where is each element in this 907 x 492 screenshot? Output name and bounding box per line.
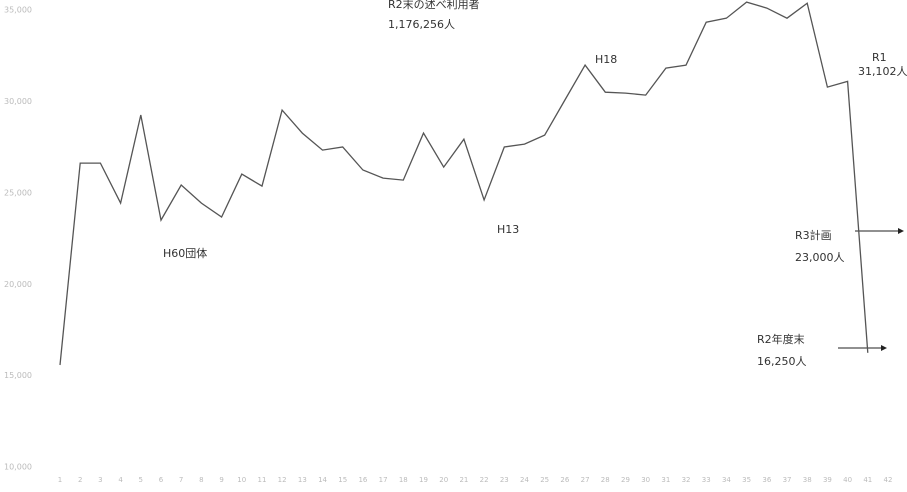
x-tick-label: 14	[318, 476, 327, 484]
x-tick-label: 24	[520, 476, 529, 484]
annotation: 23,000人	[795, 251, 845, 264]
x-tick-label: 40	[843, 476, 852, 484]
annotation: R1	[872, 51, 887, 64]
x-tick-label: 10	[237, 476, 246, 484]
x-tick-label: 28	[601, 476, 610, 484]
x-tick-label: 22	[480, 476, 489, 484]
annotation: H13	[497, 223, 519, 236]
x-tick-label: 13	[298, 476, 307, 484]
x-tick-label: 3	[98, 476, 102, 484]
annotation: R2年度末	[757, 332, 805, 346]
y-tick-label: 10,000	[4, 463, 32, 472]
annotation: 31,102人	[858, 65, 907, 78]
x-tick-label: 30	[641, 476, 650, 484]
x-tick-label: 35	[742, 476, 751, 484]
x-tick-label: 26	[560, 476, 569, 484]
line	[59, 1, 869, 366]
x-tick-label: 39	[823, 476, 832, 484]
annotation: R3計画	[795, 228, 832, 242]
x-tick-label: 5	[139, 476, 143, 484]
x-tick-label: 11	[257, 476, 266, 484]
y-tick-label: 20,000	[4, 280, 32, 289]
x-tick-label: 31	[661, 476, 670, 484]
y-tick-label: 30,000	[4, 97, 32, 106]
x-tick-label: 12	[278, 476, 287, 484]
x-tick-label: 9	[219, 476, 223, 484]
x-tick-label: 8	[199, 476, 203, 484]
annotation: 16,250人	[757, 355, 807, 368]
x-tick-label: 36	[762, 476, 771, 484]
y-tick-label: 35,000	[4, 6, 32, 15]
x-tick-label: 33	[702, 476, 711, 484]
x-tick-label: 1	[58, 476, 62, 484]
x-tick-label: 29	[621, 476, 630, 484]
x-tick-label: 21	[459, 476, 468, 484]
x-tick-label: 19	[419, 476, 428, 484]
x-tick-label: 15	[338, 476, 347, 484]
x-tick-label: 4	[118, 476, 123, 484]
y-tick-label: 25,000	[4, 188, 32, 197]
x-tick-label: 16	[358, 476, 367, 484]
x-tick-label: 41	[863, 476, 872, 484]
annotation: H60団体	[163, 246, 207, 260]
annotation: R2末の述べ利用者	[388, 0, 480, 11]
y-tick-label: 15,000	[4, 371, 32, 380]
x-tick-label: 34	[722, 476, 731, 484]
x-tick-label: 2	[78, 476, 82, 484]
x-tick-label: 37	[783, 476, 792, 484]
x-tick-label: 18	[399, 476, 408, 484]
x-tick-label: 20	[439, 476, 448, 484]
x-tick-label: 42	[884, 476, 893, 484]
x-tick-label: 23	[500, 476, 509, 484]
x-tick-label: 7	[179, 476, 183, 484]
x-tick-label: 38	[803, 476, 812, 484]
x-tick-label: 17	[379, 476, 388, 484]
annotation: 1,176,256人	[388, 18, 455, 31]
x-tick-label: 32	[682, 476, 691, 484]
x-tick-label: 25	[540, 476, 549, 484]
x-tick-label: 6	[159, 476, 164, 484]
annotation: H18	[595, 53, 617, 66]
x-tick-label: 27	[581, 476, 590, 484]
